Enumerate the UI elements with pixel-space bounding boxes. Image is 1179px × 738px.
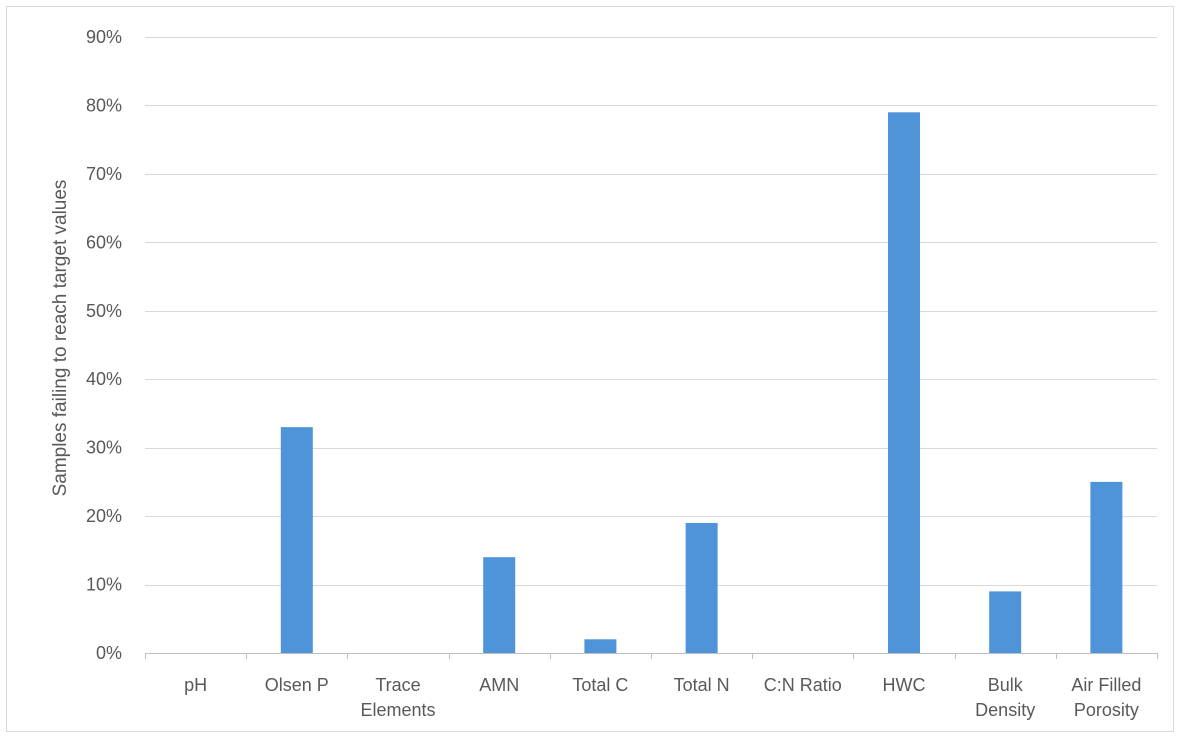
gridlines xyxy=(145,37,1157,586)
bar xyxy=(888,112,920,654)
x-tick-label: Air Filled Porosity xyxy=(1071,675,1141,720)
y-tick-label: 90% xyxy=(86,27,122,47)
bar xyxy=(280,427,313,653)
chart-frame xyxy=(6,6,1174,732)
bar xyxy=(1090,481,1123,653)
y-tick-label: 0% xyxy=(96,643,122,663)
x-tick-label: HWC xyxy=(883,675,926,695)
y-tick-label: 80% xyxy=(86,95,122,115)
bar xyxy=(584,639,617,653)
axes xyxy=(145,653,1158,659)
x-tick-label: Olsen P xyxy=(265,675,329,695)
y-tick-label: 40% xyxy=(86,369,122,389)
y-tick-label: 70% xyxy=(86,164,122,184)
y-tick-labels: 0% 10% 20% 30% 40% 50% 60% 70% 80% 90% xyxy=(86,27,122,663)
bar xyxy=(483,557,516,653)
y-tick-label: 50% xyxy=(86,301,122,321)
bar xyxy=(989,591,1022,653)
bars xyxy=(280,112,1123,654)
y-tick-label: 10% xyxy=(86,575,122,595)
y-tick-label: 60% xyxy=(86,232,122,252)
x-tick-label: Total C xyxy=(572,675,628,695)
x-tick-label: AMN xyxy=(479,675,519,695)
y-tick-label: 30% xyxy=(86,438,122,458)
x-tick-label: Total N xyxy=(674,675,730,695)
y-tick-label: 20% xyxy=(86,506,122,526)
y-axis-title: Samples failing to reach target values xyxy=(50,180,71,497)
x-tick-labels: pH Olsen P Trace Elements AMN Total C Total N C… xyxy=(184,675,1141,720)
x-tick-label: C:N Ratio xyxy=(764,675,842,695)
bar xyxy=(685,522,718,653)
x-tick-label: Bulk Density xyxy=(975,675,1035,720)
x-tick-label: pH xyxy=(184,675,207,695)
x-tick-label: Trace Elements xyxy=(360,675,435,720)
